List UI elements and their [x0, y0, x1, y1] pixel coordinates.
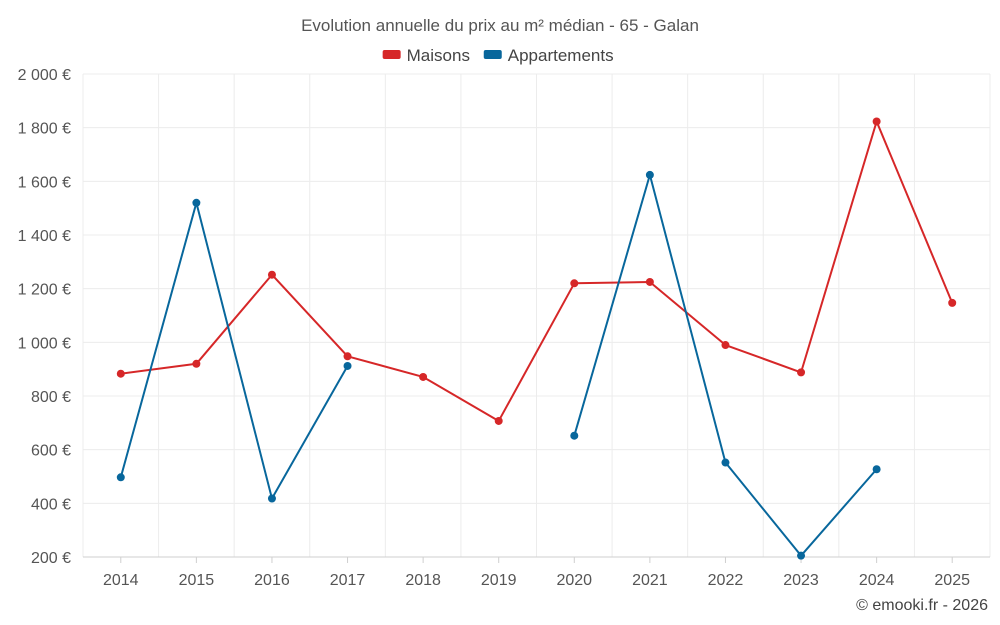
x-tick-label: 2021 [632, 572, 668, 589]
y-tick-label: 1 400 € [18, 228, 71, 245]
y-tick-label: 400 € [31, 496, 71, 513]
y-tick-label: 600 € [31, 443, 71, 460]
x-tick-label: 2014 [103, 572, 139, 589]
series-appartements [116, 170, 881, 560]
data-point [267, 270, 276, 279]
data-point [645, 277, 654, 286]
x-tick-label: 2017 [330, 572, 366, 589]
series-line [120, 120, 954, 422]
data-point [116, 369, 125, 378]
series-line [573, 173, 878, 557]
data-point [116, 473, 125, 482]
x-tick-label: 2020 [556, 572, 592, 589]
series-maisons [116, 117, 957, 425]
y-tick-label: 2 000 € [18, 67, 71, 84]
data-point [419, 372, 428, 381]
series-line [119, 201, 349, 500]
data-point [192, 198, 201, 207]
credit-text: © emooki.fr - 2026 [856, 597, 988, 614]
data-point [494, 416, 503, 425]
data-point [948, 298, 957, 307]
legend-item-maisons: Maisons [382, 46, 470, 65]
x-tick-label: 2024 [859, 572, 895, 589]
y-tick-label: 800 € [31, 389, 71, 406]
x-tick-label: 2018 [405, 572, 441, 589]
y-tick-label: 200 € [31, 550, 71, 567]
legend-swatch [382, 50, 401, 59]
x-tick-label: 2023 [783, 572, 819, 589]
chart-legend: Maisons Appartements [382, 46, 614, 65]
data-point [570, 431, 579, 440]
legend-item-appartements: Appartements [483, 46, 614, 65]
data-point [343, 361, 352, 370]
legend-label: Maisons [407, 46, 470, 65]
data-point [645, 170, 654, 179]
chart-title: Evolution annuelle du prix au m² médian … [301, 16, 699, 35]
y-tick-label: 1 600 € [18, 174, 71, 191]
chart-series [116, 117, 957, 560]
chart-axes: 200 € 400 € 600 € 800 € 1 000 € 1 200 € 1 400 … [18, 67, 990, 589]
data-point [570, 279, 579, 288]
y-tick-label: 1 200 € [18, 282, 71, 299]
x-tick-label: 2022 [708, 572, 744, 589]
data-point [797, 368, 806, 377]
data-point [797, 551, 806, 560]
data-point [267, 494, 276, 503]
data-point [872, 117, 881, 126]
x-tick-label: 2025 [934, 572, 970, 589]
data-point [721, 341, 730, 350]
data-point [721, 458, 730, 467]
x-tick-label: 2015 [179, 572, 215, 589]
legend-swatch [483, 50, 502, 59]
x-tick-label: 2019 [481, 572, 517, 589]
legend-label: Appartements [508, 46, 614, 65]
y-tick-label: 1 800 € [18, 121, 71, 138]
data-point [872, 465, 881, 474]
x-tick-label: 2016 [254, 572, 290, 589]
y-tick-label: 1 000 € [18, 335, 71, 352]
data-point [343, 352, 352, 361]
data-point [192, 359, 201, 368]
chart-grid [82, 73, 991, 557]
